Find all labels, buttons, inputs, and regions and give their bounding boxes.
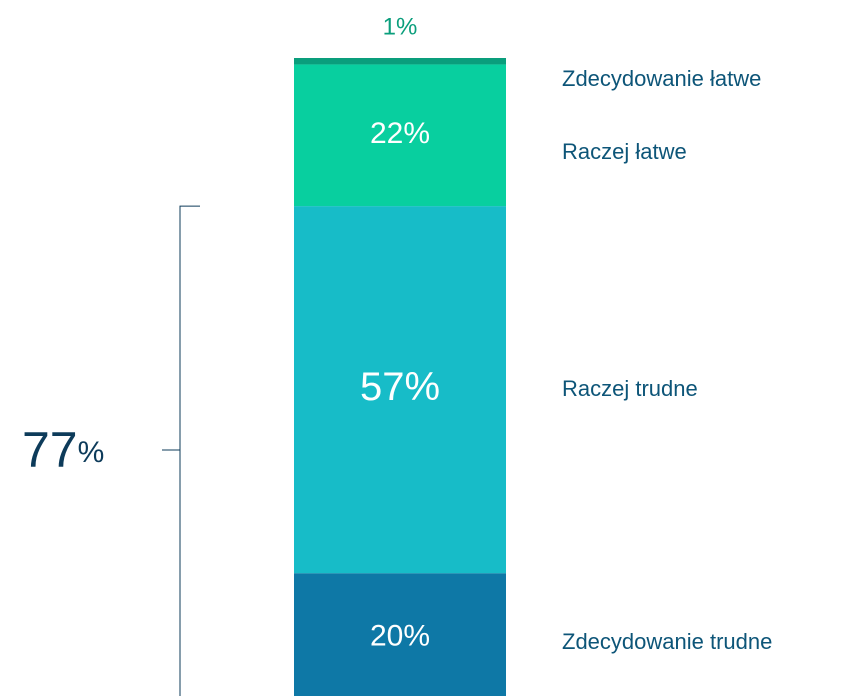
legend-label: Raczej łatwe (562, 139, 687, 164)
bar-segment (294, 64, 506, 207)
data-label: 22% (370, 117, 430, 150)
legend-label: Raczej trudne (562, 376, 698, 401)
bar-segment (294, 206, 506, 574)
annotation-label: 77% (22, 422, 104, 478)
data-label: 20% (370, 620, 430, 653)
data-label: 1% (383, 13, 418, 40)
legend-label: Zdecydowanie trudne (562, 629, 772, 654)
legend-label: Zdecydowanie łatwe (562, 66, 761, 91)
bar-segment (294, 58, 506, 65)
annotation-number: 77 (22, 422, 78, 478)
bracket (162, 205, 200, 696)
bar-segment (294, 573, 506, 696)
annotation-unit: % (78, 436, 105, 469)
data-label: 57% (360, 365, 440, 409)
